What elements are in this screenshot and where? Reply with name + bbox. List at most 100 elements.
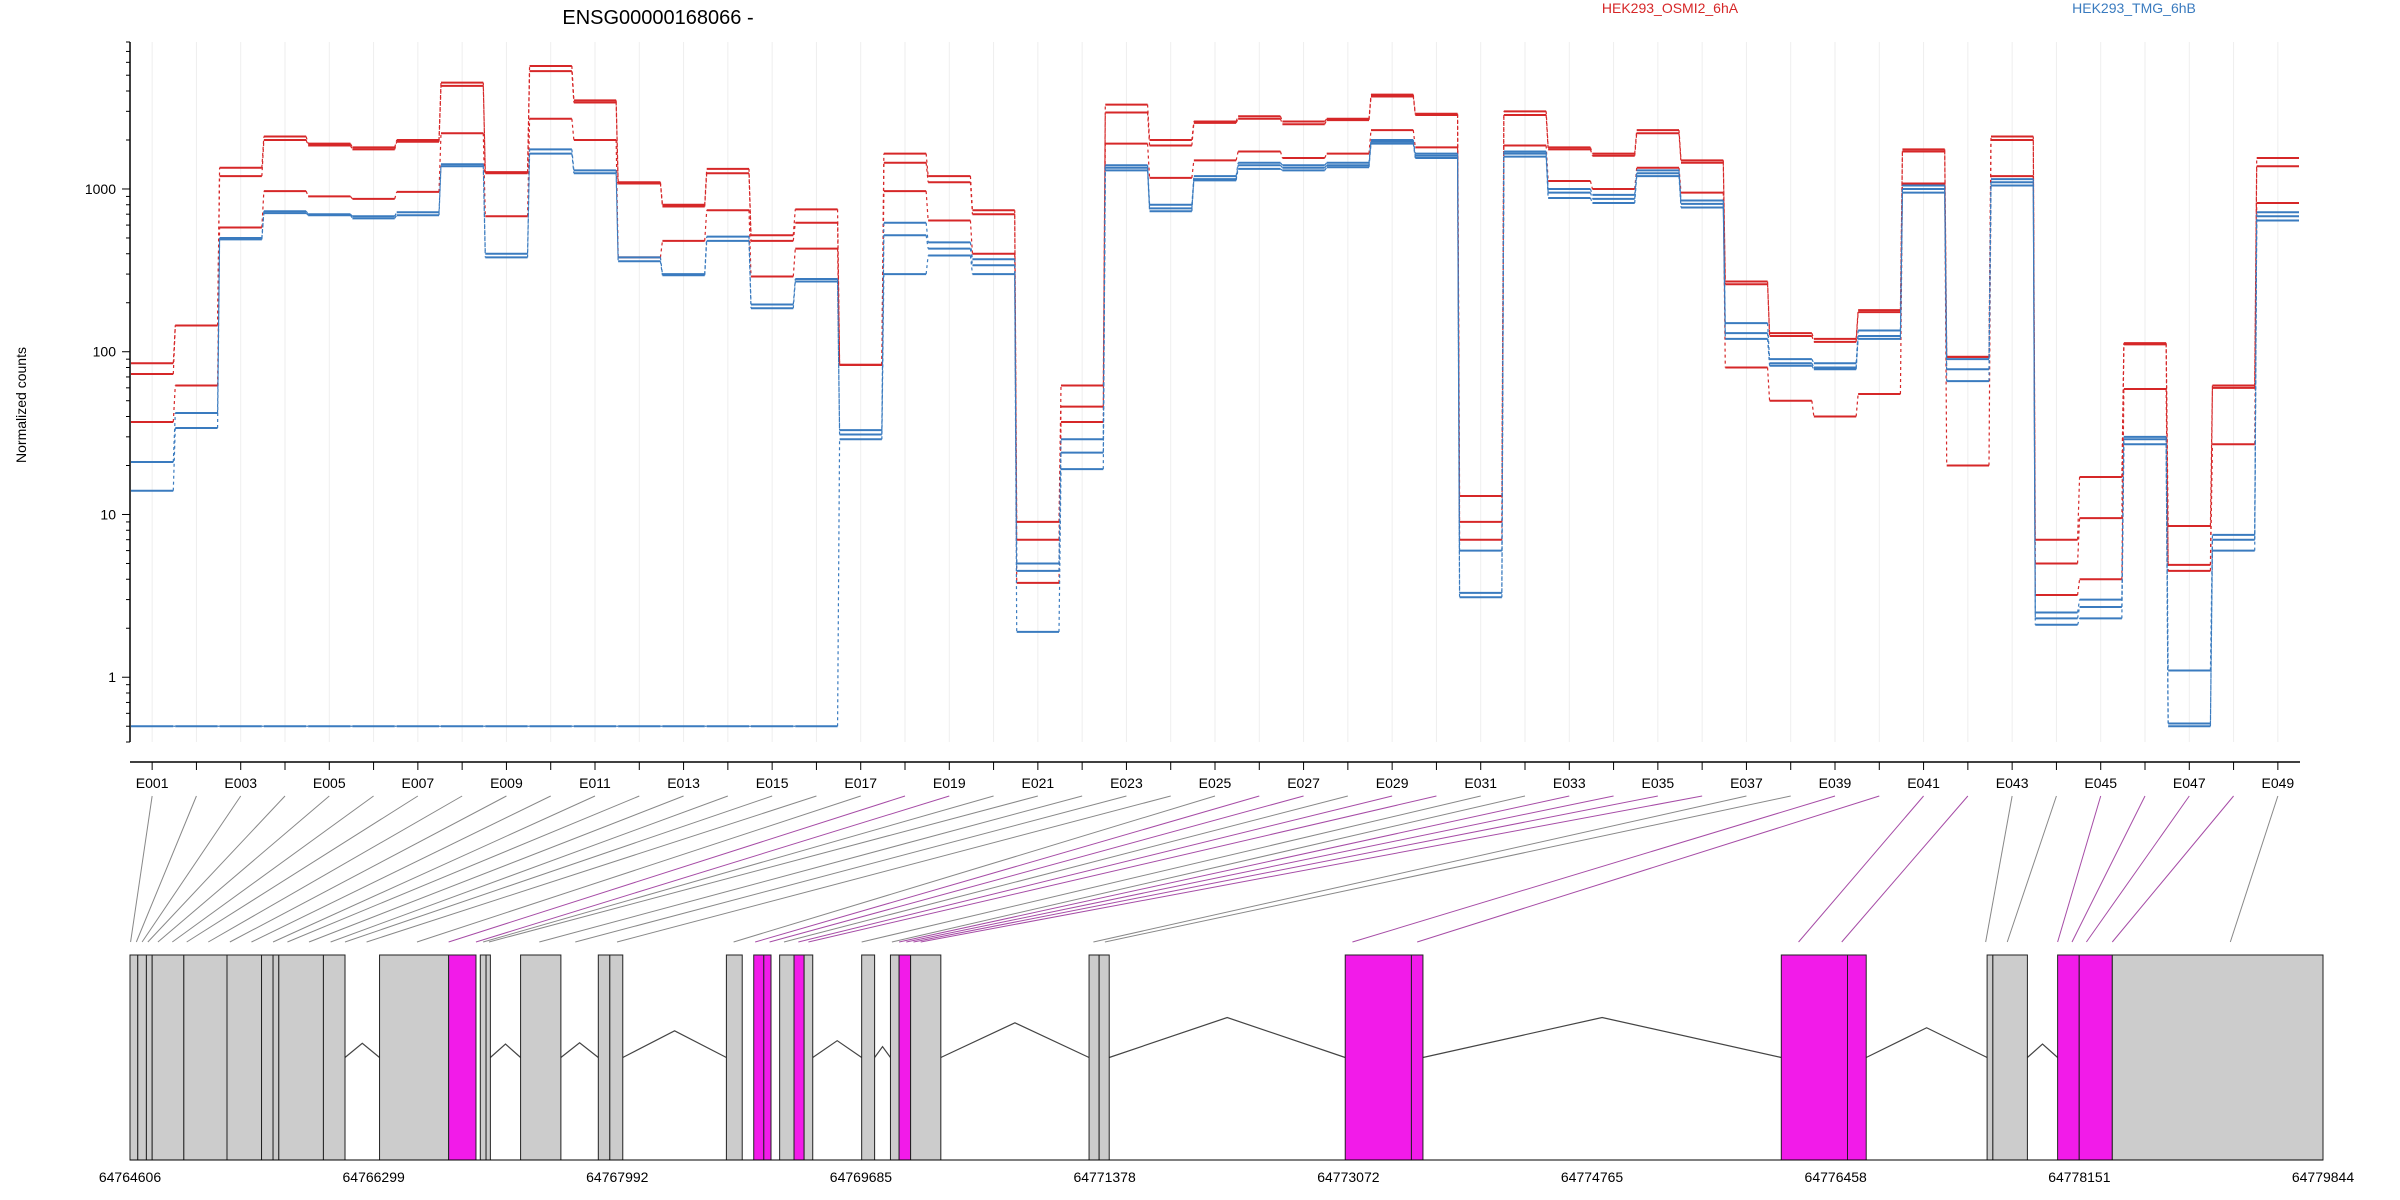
x-tick-label: E027 [1287, 775, 1320, 791]
series-riser [172, 325, 176, 375]
exon-connector [186, 795, 419, 943]
series-riser [1589, 188, 1593, 196]
series-riser [526, 153, 531, 258]
series-riser [615, 102, 619, 184]
series-riser [1191, 180, 1195, 212]
series-riser [704, 240, 708, 276]
legend-entry-osmi2: HEK293_OSMI2_6hA [1602, 0, 1739, 16]
series-riser [836, 248, 841, 365]
exon-connector [483, 795, 994, 943]
series-riser [836, 278, 841, 431]
genomic-tick-label: 64774765 [1561, 1169, 1624, 1185]
genomic-tick-label: 64776458 [1805, 1169, 1868, 1185]
exon-block [910, 954, 942, 1161]
exon-connector [157, 795, 330, 943]
exon-connector [251, 795, 551, 943]
series-riser [659, 182, 664, 205]
series-riser [1191, 122, 1195, 146]
series-riser [394, 141, 398, 150]
series-riser [526, 71, 531, 174]
exon-connector [2085, 795, 2190, 943]
exon-connector [1352, 795, 1836, 943]
series-riser [836, 281, 841, 435]
exon-connector [2071, 795, 2146, 943]
series-riser [748, 236, 752, 305]
series-riser [1855, 310, 1859, 339]
series-tmg-5 [131, 142, 2299, 728]
series-riser [2076, 518, 2081, 564]
series-riser [305, 190, 309, 197]
series-riser [2076, 606, 2081, 619]
y-axis-label: Normalized counts [13, 347, 29, 463]
series-riser [438, 133, 442, 192]
exon-block [1088, 954, 1100, 1161]
exon-connector [147, 795, 286, 943]
x-tick-label: E035 [1642, 775, 1675, 791]
exon-connector [616, 795, 1171, 943]
exon-block [779, 954, 795, 1161]
exon-block [261, 954, 274, 1161]
series-riser [748, 210, 752, 277]
series-riser [659, 261, 664, 276]
exon-block-highlighted [1344, 954, 1412, 1161]
series-riser [1412, 96, 1416, 116]
series-riser [792, 209, 796, 236]
series-riser [1855, 393, 1859, 417]
genomic-tick-label: 64779844 [2292, 1169, 2355, 1185]
series-riser [1368, 96, 1372, 121]
exon-connector [1841, 795, 1969, 943]
series-riser [1899, 192, 1904, 339]
series-riser [172, 385, 176, 423]
series-riser [1678, 130, 1682, 161]
exon-connector [366, 795, 817, 943]
series-riser [969, 248, 974, 266]
series-riser [1368, 143, 1372, 168]
series-riser [1412, 143, 1416, 159]
series-riser [2076, 599, 2081, 613]
exon-block [1098, 954, 1110, 1161]
series-riser [2032, 185, 2036, 625]
series-riser [305, 210, 309, 215]
gene-model [129, 954, 2324, 1161]
exon-connector [344, 795, 773, 943]
exon-connector [141, 795, 242, 943]
series-riser [1811, 335, 1815, 343]
series-riser [748, 240, 752, 309]
exon-connector [1417, 795, 1880, 943]
series-riser [1811, 332, 1815, 340]
series-riser [615, 170, 619, 258]
series-riser [925, 153, 929, 177]
series-riser [1766, 284, 1771, 336]
legend-entry-tmg: HEK293_TMG_6hB [2072, 0, 2196, 16]
x-tick-label: E003 [224, 775, 257, 791]
intron-line [2026, 1043, 2059, 1058]
y-axis: 1 10 100 1000 [85, 41, 131, 743]
intron-line [344, 1042, 380, 1058]
y-tick-label: 10 [100, 506, 116, 522]
series-riser [792, 281, 796, 309]
exon-block [278, 954, 324, 1161]
series-riser [1279, 118, 1283, 125]
series-riser [1146, 167, 1151, 209]
series-riser [1324, 166, 1328, 171]
series-riser [925, 255, 929, 275]
exon-connector [733, 795, 1216, 943]
series-riser [1811, 358, 1815, 364]
series-riser [1456, 155, 1461, 598]
exon-block [129, 954, 139, 1161]
y-tick-label: 100 [93, 344, 117, 360]
exon-block-highlighted [448, 954, 477, 1161]
series-riser [482, 133, 486, 217]
genomic-tick-label: 64771378 [1073, 1169, 1136, 1185]
exon-block [597, 954, 611, 1161]
x-tick-label: E039 [1819, 775, 1852, 791]
x-tick-label: E049 [2262, 775, 2295, 791]
exon-connector [287, 795, 640, 943]
series-riser [1766, 338, 1771, 366]
series-riser [1279, 162, 1283, 166]
series-riser [482, 85, 486, 174]
x-tick-label: E019 [933, 775, 966, 791]
series-riser [1944, 183, 1948, 466]
exon-connector [416, 795, 861, 943]
